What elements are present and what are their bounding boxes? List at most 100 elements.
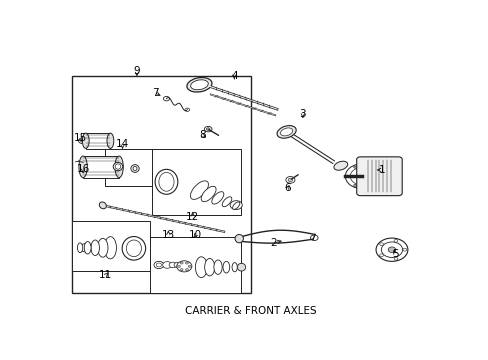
Ellipse shape <box>155 169 178 194</box>
Ellipse shape <box>186 77 212 92</box>
Circle shape <box>99 165 103 168</box>
Text: CARRIER & FRONT AXLES: CARRIER & FRONT AXLES <box>184 306 316 316</box>
Circle shape <box>353 166 356 168</box>
Circle shape <box>374 175 378 177</box>
Bar <box>83 156 119 177</box>
Ellipse shape <box>113 162 122 171</box>
Circle shape <box>379 254 383 257</box>
Circle shape <box>176 261 191 272</box>
Circle shape <box>367 184 370 186</box>
Ellipse shape <box>98 238 108 257</box>
Ellipse shape <box>82 133 89 148</box>
Ellipse shape <box>131 165 139 172</box>
Circle shape <box>190 83 192 84</box>
Circle shape <box>379 243 383 246</box>
Circle shape <box>174 262 181 267</box>
Ellipse shape <box>91 240 99 256</box>
Bar <box>85 133 110 149</box>
Circle shape <box>345 164 379 189</box>
Ellipse shape <box>115 156 123 177</box>
Ellipse shape <box>133 166 137 171</box>
Circle shape <box>290 129 293 131</box>
Text: 12: 12 <box>185 212 199 222</box>
Circle shape <box>381 242 402 257</box>
Circle shape <box>80 244 91 252</box>
Circle shape <box>230 201 242 210</box>
Bar <box>72 221 150 270</box>
Ellipse shape <box>204 258 214 276</box>
Ellipse shape <box>104 237 116 259</box>
Circle shape <box>395 187 399 190</box>
Circle shape <box>169 262 176 268</box>
Ellipse shape <box>190 80 208 90</box>
Ellipse shape <box>237 263 245 271</box>
Circle shape <box>180 262 183 264</box>
Text: 15: 15 <box>73 133 86 143</box>
Circle shape <box>367 166 370 168</box>
Ellipse shape <box>211 192 224 204</box>
Text: 3: 3 <box>299 109 305 119</box>
Text: 10: 10 <box>189 230 202 240</box>
Ellipse shape <box>122 237 145 260</box>
Circle shape <box>393 257 397 260</box>
Circle shape <box>278 131 281 133</box>
Ellipse shape <box>126 240 141 257</box>
Circle shape <box>185 262 188 264</box>
Circle shape <box>395 159 399 163</box>
Text: 6: 6 <box>284 184 290 193</box>
Ellipse shape <box>232 202 239 210</box>
Bar <box>104 149 154 186</box>
Text: 14: 14 <box>116 139 129 149</box>
Ellipse shape <box>213 260 222 274</box>
Bar <box>150 237 241 293</box>
Ellipse shape <box>235 234 243 243</box>
Ellipse shape <box>190 181 208 199</box>
Text: 8: 8 <box>199 130 205 140</box>
Circle shape <box>198 80 200 81</box>
Bar <box>364 192 392 195</box>
Circle shape <box>185 269 188 271</box>
Ellipse shape <box>195 257 207 278</box>
Circle shape <box>395 166 399 170</box>
Text: 16: 16 <box>76 164 89 174</box>
Ellipse shape <box>277 126 296 138</box>
Circle shape <box>290 133 293 135</box>
Circle shape <box>395 180 399 184</box>
Circle shape <box>283 134 285 136</box>
Circle shape <box>193 87 196 89</box>
Circle shape <box>180 269 183 271</box>
Text: 7: 7 <box>151 88 158 98</box>
Circle shape <box>283 128 285 130</box>
Text: 1: 1 <box>378 165 385 175</box>
Circle shape <box>163 262 171 268</box>
Circle shape <box>285 176 294 183</box>
Ellipse shape <box>84 242 91 254</box>
Circle shape <box>310 235 317 240</box>
Circle shape <box>287 178 292 181</box>
Circle shape <box>79 138 86 144</box>
Ellipse shape <box>223 261 229 273</box>
Text: 9: 9 <box>133 67 140 76</box>
Circle shape <box>184 108 189 111</box>
Ellipse shape <box>333 161 347 170</box>
Ellipse shape <box>107 133 114 148</box>
Circle shape <box>206 128 210 131</box>
Circle shape <box>203 87 205 89</box>
Circle shape <box>236 237 242 241</box>
Ellipse shape <box>232 262 237 272</box>
Circle shape <box>156 263 161 267</box>
Circle shape <box>346 175 349 177</box>
Circle shape <box>188 265 191 267</box>
Circle shape <box>402 248 406 251</box>
Circle shape <box>154 261 163 269</box>
Text: 2: 2 <box>269 238 276 248</box>
Ellipse shape <box>77 243 82 253</box>
Bar <box>364 158 392 161</box>
Circle shape <box>204 126 211 132</box>
Text: 4: 4 <box>230 71 237 81</box>
Circle shape <box>393 239 397 242</box>
Circle shape <box>375 238 407 261</box>
Circle shape <box>349 167 374 185</box>
Circle shape <box>81 139 84 142</box>
Ellipse shape <box>159 172 174 191</box>
